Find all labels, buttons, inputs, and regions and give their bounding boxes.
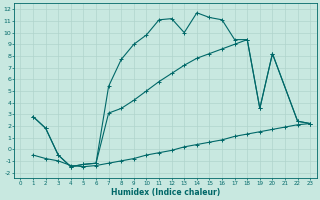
X-axis label: Humidex (Indice chaleur): Humidex (Indice chaleur) <box>111 188 220 197</box>
